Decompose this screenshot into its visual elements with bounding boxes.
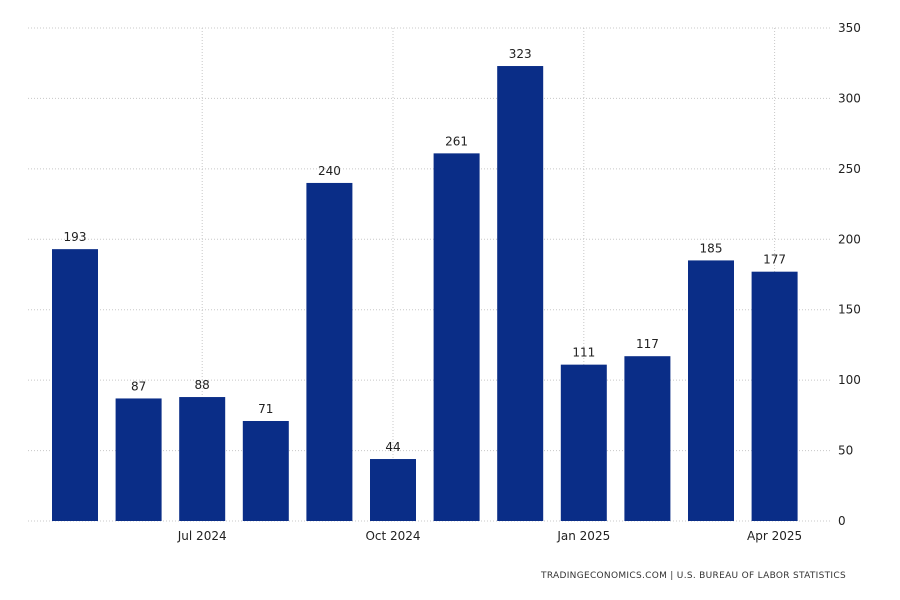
x-axis: Jul 2024 Oct 2024 Jan 2025 Apr 2025 xyxy=(177,529,802,543)
y-tick-label: 250 xyxy=(838,162,861,176)
data-label: 323 xyxy=(509,47,532,61)
bar xyxy=(560,364,607,521)
x-tick-label: Jul 2024 xyxy=(177,529,227,543)
data-label: 193 xyxy=(64,230,87,244)
data-label: 177 xyxy=(763,253,786,267)
data-label: 240 xyxy=(318,164,341,178)
y-tick-label: 100 xyxy=(838,373,861,387)
data-label: 88 xyxy=(195,378,210,392)
y-tick-label: 150 xyxy=(838,303,861,317)
bar xyxy=(688,260,734,521)
x-tick-label: Jan 2025 xyxy=(556,529,610,543)
y-tick-label: 200 xyxy=(838,232,861,246)
x-tick-label: Oct 2024 xyxy=(365,529,420,543)
data-label: 117 xyxy=(636,337,659,351)
y-tick-label: 350 xyxy=(838,21,861,35)
data-label: 261 xyxy=(445,134,468,148)
y-tick-label: 300 xyxy=(838,91,861,105)
data-labels: 193 87 88 71 240 44 261 323 111 117 185 177 xyxy=(64,47,787,454)
bar xyxy=(242,420,289,521)
data-label: 87 xyxy=(131,379,146,393)
bars xyxy=(52,66,798,521)
bar xyxy=(306,182,353,521)
data-label: 44 xyxy=(385,440,400,454)
bar xyxy=(497,66,544,521)
source-attribution: TRADINGECONOMICS.COM | U.S. BUREAU OF LA… xyxy=(541,571,846,581)
data-label: 71 xyxy=(258,402,273,416)
bar xyxy=(624,356,671,521)
bar xyxy=(751,271,798,521)
bar xyxy=(370,459,416,521)
x-tick-label: Apr 2025 xyxy=(747,529,802,543)
data-label: 185 xyxy=(700,241,723,255)
bar xyxy=(115,398,162,521)
y-tick-label: 0 xyxy=(838,514,846,528)
bar xyxy=(179,397,226,521)
bar xyxy=(52,249,98,521)
y-tick-label: 50 xyxy=(838,444,853,458)
bar xyxy=(433,153,480,521)
y-axis: 0 50 100 150 200 250 300 350 xyxy=(838,21,861,528)
data-label: 111 xyxy=(572,346,595,360)
